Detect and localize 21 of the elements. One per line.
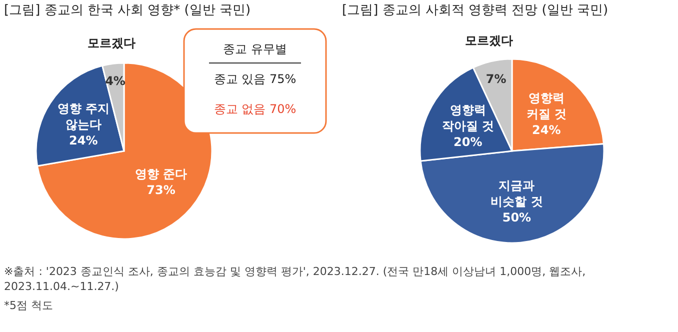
slice-label: 영향 주지 않는다 [57, 102, 110, 132]
text: 종교 있음 75% [214, 72, 296, 86]
text: 종교 유무별 [223, 42, 287, 56]
data-label: 24% [532, 122, 561, 137]
slice-label: 영향 준다 [134, 167, 188, 182]
slice-label: 영향력 커질 것 [526, 90, 566, 121]
data-label: 24% [69, 134, 98, 148]
text: *5점 척도 [4, 299, 53, 312]
slice-label: 영향력 작아질 것 [442, 103, 494, 134]
data-label: 73% [146, 183, 176, 198]
text: ※출처 : '2023 종교인식 조사, 종교의 효능감 및 영향력 평가', 2023.12.27. (전국 만18세 이상남녀 1,000명, 웹조사, 2023.11.04.~11.27.) [4, 265, 586, 293]
data-label: 50% [502, 210, 532, 224]
chart-title: [그림] 종교의 사회적 영향력 전망 (일반 국민) [342, 3, 608, 18]
data-label: 20% [454, 135, 482, 150]
text: 종교 없음 70% [214, 102, 296, 116]
slice-label: 모르겠다 [465, 34, 514, 48]
slice-label: 모르겠다 [87, 36, 136, 50]
data-label: 7% [486, 72, 506, 86]
slice-label: 지금과 비슷할 것 [490, 178, 543, 208]
data-label: 4% [105, 74, 126, 88]
chart-title: [그림] 종교의 한국 사회 영향* (일반 국민) [4, 3, 251, 18]
